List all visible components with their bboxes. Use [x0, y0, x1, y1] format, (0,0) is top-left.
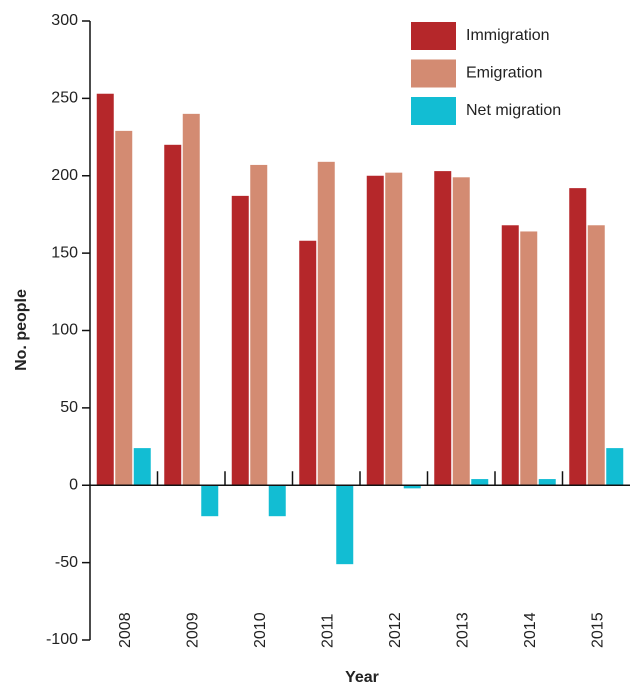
y-tick-label: 300 [51, 12, 78, 29]
x-tick-label: 2012 [387, 612, 404, 648]
bar [434, 171, 452, 486]
bar [268, 485, 286, 517]
bar [520, 231, 538, 486]
y-tick-label: 0 [69, 476, 78, 493]
bar [201, 485, 219, 517]
x-tick-label: 2013 [454, 612, 471, 648]
legend-swatch [411, 97, 456, 125]
bar [452, 177, 470, 486]
legend-swatch [411, 22, 456, 50]
bar [299, 240, 317, 486]
bar [115, 130, 133, 486]
bar [366, 175, 384, 486]
y-tick-label: 100 [51, 322, 78, 339]
bar [164, 144, 182, 486]
legend-label: Immigration [466, 27, 550, 44]
legend-label: Emigration [466, 65, 542, 82]
bar [471, 479, 489, 486]
y-tick-label: 250 [51, 90, 78, 107]
x-tick-label: 2008 [117, 612, 134, 648]
y-tick-label: 200 [51, 167, 78, 184]
bar [403, 485, 421, 489]
bar [501, 225, 519, 486]
bar [336, 485, 354, 565]
bar [606, 448, 624, 486]
legend-swatch [411, 59, 456, 88]
y-tick-label: -100 [46, 631, 78, 648]
bar [569, 188, 587, 486]
y-axis-label: No. people [13, 289, 30, 371]
bar [96, 93, 114, 486]
x-tick-label: 2015 [589, 612, 606, 648]
y-tick-label: 50 [60, 399, 78, 416]
y-tick-label: -50 [55, 554, 78, 571]
y-tick-label: 150 [51, 244, 78, 261]
x-axis-label: Year [345, 669, 379, 685]
x-tick-label: 2010 [252, 612, 269, 648]
bar [538, 479, 556, 486]
bar [587, 225, 605, 486]
bar [317, 161, 335, 486]
legend-label: Net migration [466, 102, 561, 119]
bar [182, 113, 200, 486]
x-tick-label: 2014 [522, 612, 539, 648]
x-tick-label: 2009 [184, 612, 201, 648]
bar [250, 164, 268, 486]
bar [231, 195, 249, 486]
x-tick-label: 2011 [319, 613, 336, 648]
bar [385, 172, 403, 486]
bar [133, 448, 151, 486]
